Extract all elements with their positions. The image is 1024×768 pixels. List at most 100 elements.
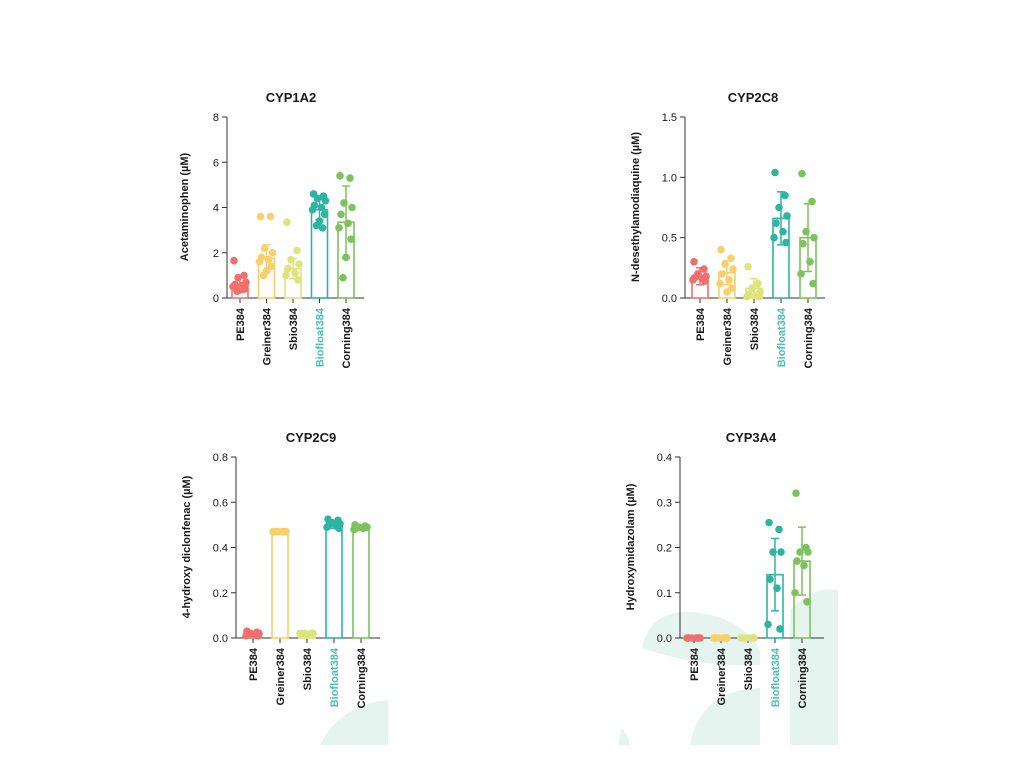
data-point: [772, 219, 780, 227]
data-point: [312, 221, 321, 230]
data-point: [317, 203, 326, 212]
x-tick-label: PE384: [695, 307, 707, 341]
data-point: [294, 276, 302, 284]
data-point: [770, 233, 778, 242]
x-tick-label: Greiner384: [722, 307, 734, 365]
chart-panel-cyp2c8: CYP2C8 N-desethylamodiaquine (µM) 0.0 0.5…: [630, 90, 825, 369]
x-tick-label: Biofloat384: [315, 307, 327, 367]
decor-shape-left: [320, 700, 388, 745]
data-point: [342, 253, 350, 262]
data-point: [268, 248, 277, 257]
data-point: [754, 279, 762, 288]
data-point: [689, 276, 697, 284]
data-point: [362, 523, 370, 531]
data-point: [773, 584, 781, 593]
data-point: [796, 548, 804, 556]
data-point: [339, 273, 347, 282]
data-point: [308, 205, 317, 214]
y-tick-label: 2: [213, 248, 219, 260]
data-point: [810, 233, 818, 242]
data-point: [335, 224, 343, 232]
decor-shape-right-2: [690, 688, 760, 745]
x-tick-label: Sbio384: [302, 647, 314, 690]
data-point: [749, 634, 757, 642]
data-point: [717, 245, 725, 254]
data-point: [748, 284, 756, 293]
y-tick-label: 0.8: [213, 452, 228, 464]
data-point: [269, 527, 277, 536]
data-point: [701, 277, 709, 285]
y-tick-label: 0.2: [657, 543, 672, 555]
data-point: [690, 258, 698, 266]
data-point: [336, 172, 344, 180]
data-point: [737, 634, 745, 642]
data-point: [775, 525, 783, 534]
data-point: [242, 631, 250, 640]
data-point: [259, 271, 268, 280]
data-point: [721, 260, 729, 269]
y-axis-label: 4-hydroxy diclonfenac (µM): [181, 475, 193, 618]
data-point: [320, 210, 329, 219]
data-point: [779, 227, 787, 236]
y-tick-label: 4: [213, 203, 219, 215]
x-tick-label: Sbio384: [743, 647, 755, 690]
data-point: [769, 548, 777, 556]
x-tick-label: Sbio384: [288, 307, 300, 350]
bar-corning384: [352, 526, 370, 639]
y-tick-label: 1.0: [662, 172, 677, 184]
x-tick-label: Corning384: [797, 647, 809, 708]
x-tick-label: Corning384: [356, 647, 368, 708]
x-tick-label: PE384: [248, 647, 260, 681]
data-point: [264, 255, 273, 264]
data-point: [765, 518, 773, 527]
data-point: [347, 235, 355, 243]
y-tick-label: 0.6: [213, 497, 228, 509]
data-point: [291, 269, 299, 277]
data-point: [700, 265, 708, 273]
y-tick-label: 0.4: [657, 452, 672, 464]
y-tick-label: 0.3: [657, 497, 672, 509]
data-point: [323, 523, 331, 531]
data-point: [809, 279, 817, 288]
y-axis-label: N-desethylamodiaquine (µM): [630, 132, 642, 282]
data-point: [318, 224, 327, 232]
data-point: [255, 258, 264, 266]
x-tick-label: Sbio384: [749, 307, 761, 350]
data-point: [335, 524, 343, 533]
data-point: [806, 258, 814, 266]
data-point: [295, 260, 303, 268]
data-point: [313, 194, 322, 203]
y-tick-label: 0.0: [662, 293, 677, 305]
data-point: [695, 634, 703, 642]
data-point: [308, 629, 316, 638]
data-point: [281, 527, 289, 536]
data-point: [798, 169, 806, 178]
data-point: [755, 292, 763, 301]
bar-biofloat384: [325, 524, 343, 639]
data-point: [782, 238, 790, 247]
y-tick-label: 0.4: [213, 543, 228, 555]
data-point: [781, 191, 789, 200]
data-point: [337, 210, 345, 219]
data-point: [729, 265, 737, 273]
data-point: [725, 276, 733, 284]
y-tick-label: 1.5: [662, 112, 677, 124]
chart-panel-cyp2c9: CYP2C9 4-hydroxy diclonfenac (µM) 0.0 0.2…: [181, 430, 380, 709]
data-point: [775, 203, 783, 212]
data-point: [808, 197, 816, 206]
x-tick-label: PE384: [235, 307, 247, 341]
data-point: [771, 168, 779, 177]
data-point: [727, 254, 735, 262]
data-point: [764, 620, 772, 629]
bar-greiner384: [271, 530, 289, 639]
data-point: [803, 598, 811, 606]
data-point: [718, 270, 726, 278]
data-point: [777, 548, 785, 556]
x-tick-label: Greiner384: [275, 647, 287, 705]
x-tick-label: Greiner384: [716, 647, 728, 705]
chart-title: CYP1A2: [266, 90, 317, 105]
x-tick-label: Corning384: [341, 307, 353, 368]
data-point: [282, 271, 290, 280]
data-point: [348, 203, 356, 212]
